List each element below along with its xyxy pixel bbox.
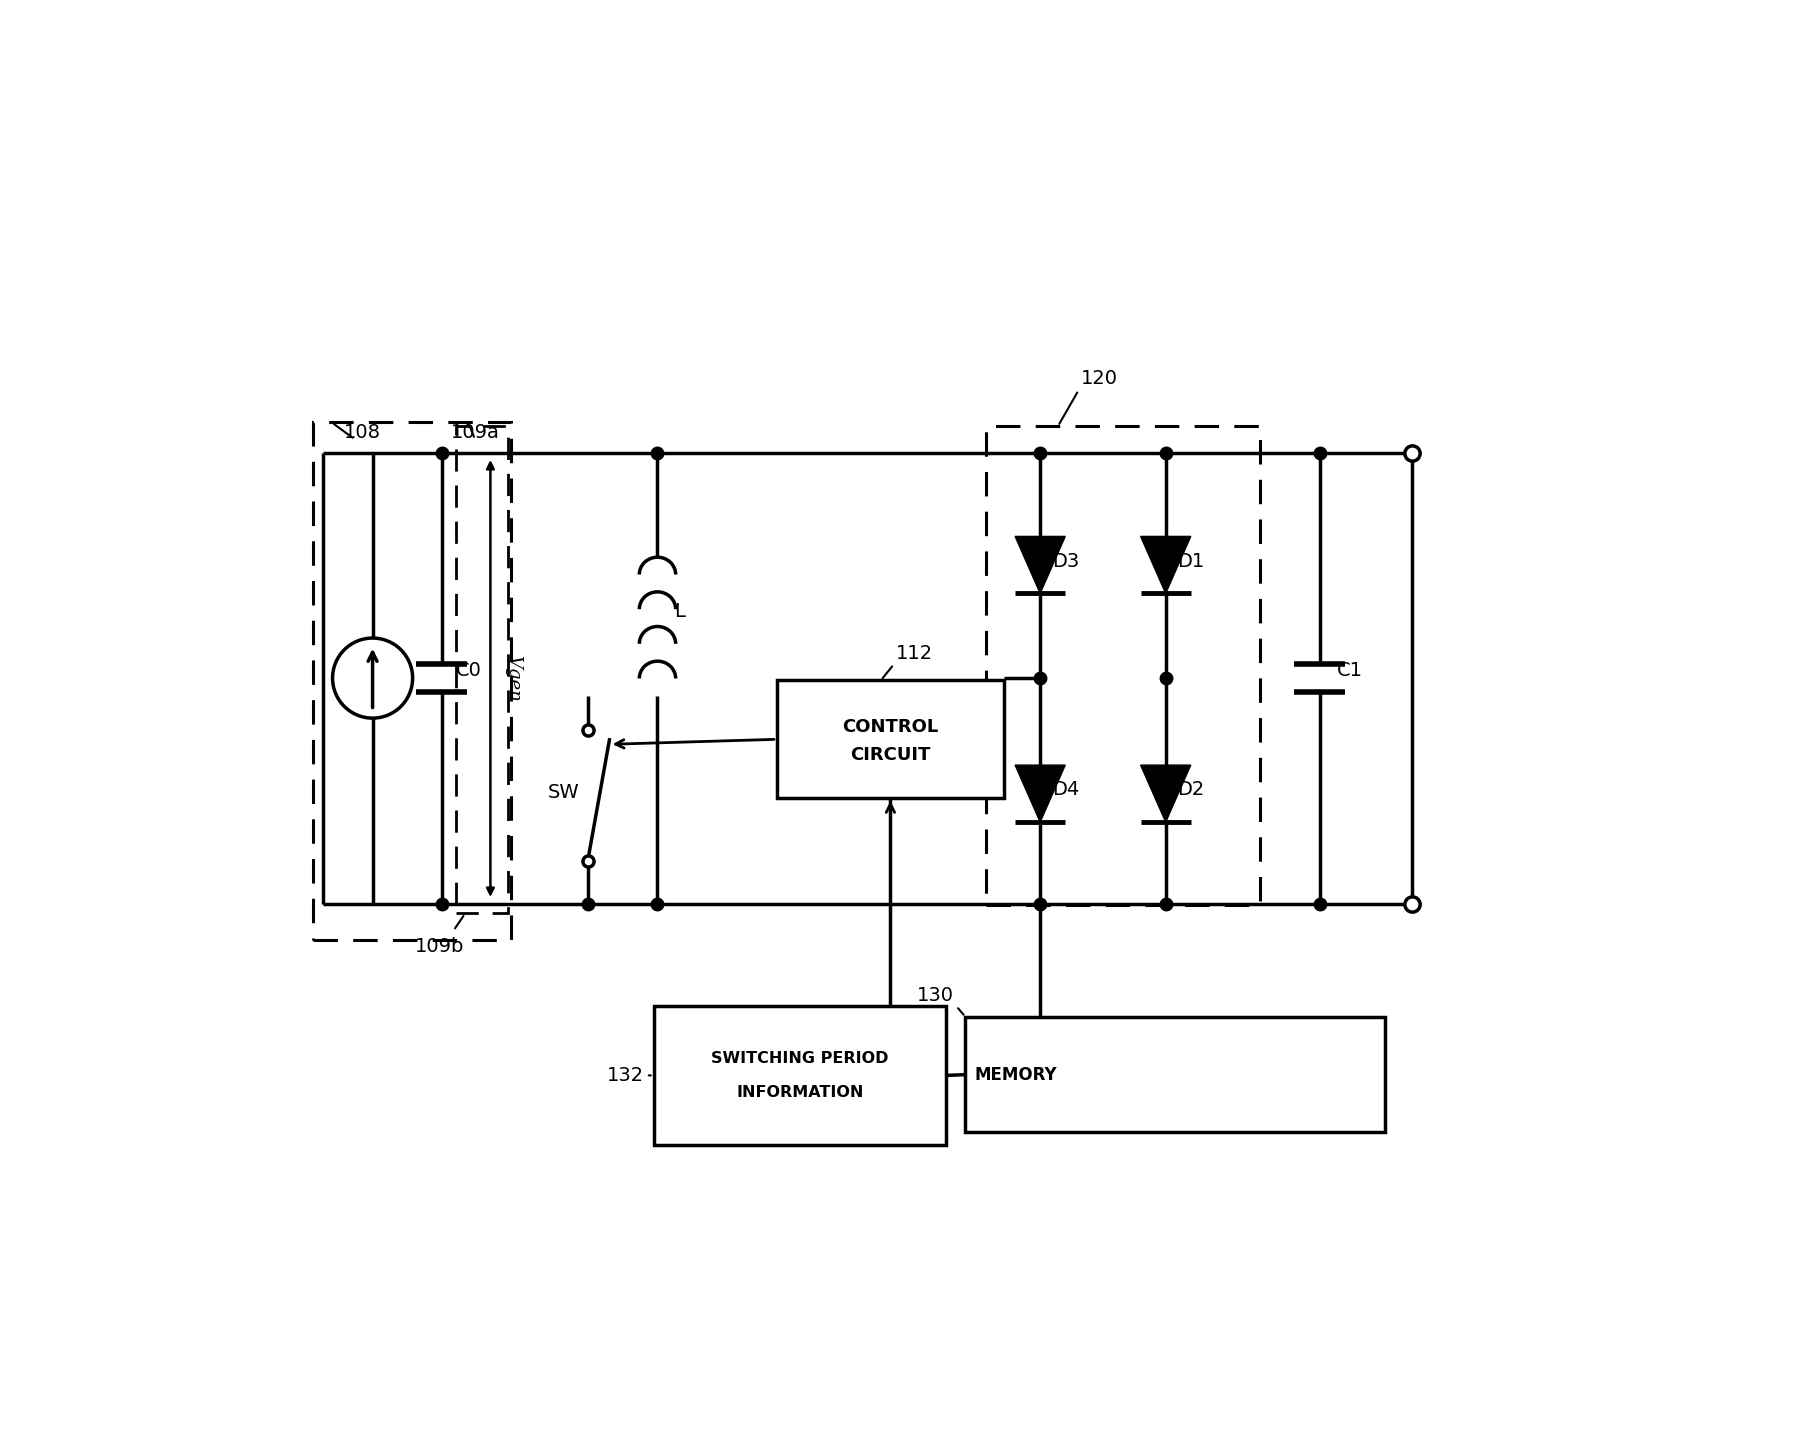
Bar	[776, 680, 1004, 798]
Text: C1: C1	[1338, 662, 1363, 680]
Text: SW: SW	[547, 782, 579, 802]
Text: 112: 112	[897, 644, 933, 663]
Text: 130: 130	[917, 986, 953, 1006]
Text: CONTROL: CONTROL	[843, 718, 939, 736]
Bar	[966, 1017, 1384, 1132]
Text: D1: D1	[1177, 551, 1204, 571]
Text: 109b: 109b	[415, 937, 464, 956]
Text: L: L	[675, 601, 686, 620]
Bar	[653, 1006, 946, 1145]
Bar	[986, 426, 1260, 905]
Bar	[455, 426, 509, 913]
Polygon shape	[1014, 537, 1065, 594]
Text: 132: 132	[606, 1066, 644, 1085]
Text: Vgen: Vgen	[504, 656, 522, 702]
Text: MEMORY: MEMORY	[975, 1066, 1058, 1083]
Text: 108: 108	[345, 423, 381, 442]
Polygon shape	[1141, 537, 1191, 594]
Text: 109a: 109a	[451, 423, 500, 442]
Text: CIRCUIT: CIRCUIT	[850, 746, 931, 763]
Text: D3: D3	[1052, 551, 1079, 571]
Text: 120: 120	[1081, 369, 1117, 387]
Text: D2: D2	[1177, 781, 1204, 799]
Text: SWITCHING PERIOD: SWITCHING PERIOD	[711, 1050, 888, 1066]
Text: D4: D4	[1052, 781, 1079, 799]
Polygon shape	[1141, 765, 1191, 822]
Polygon shape	[1014, 765, 1065, 822]
Text: INFORMATION: INFORMATION	[736, 1085, 863, 1099]
Bar	[314, 422, 511, 940]
Text: C0: C0	[455, 662, 482, 680]
